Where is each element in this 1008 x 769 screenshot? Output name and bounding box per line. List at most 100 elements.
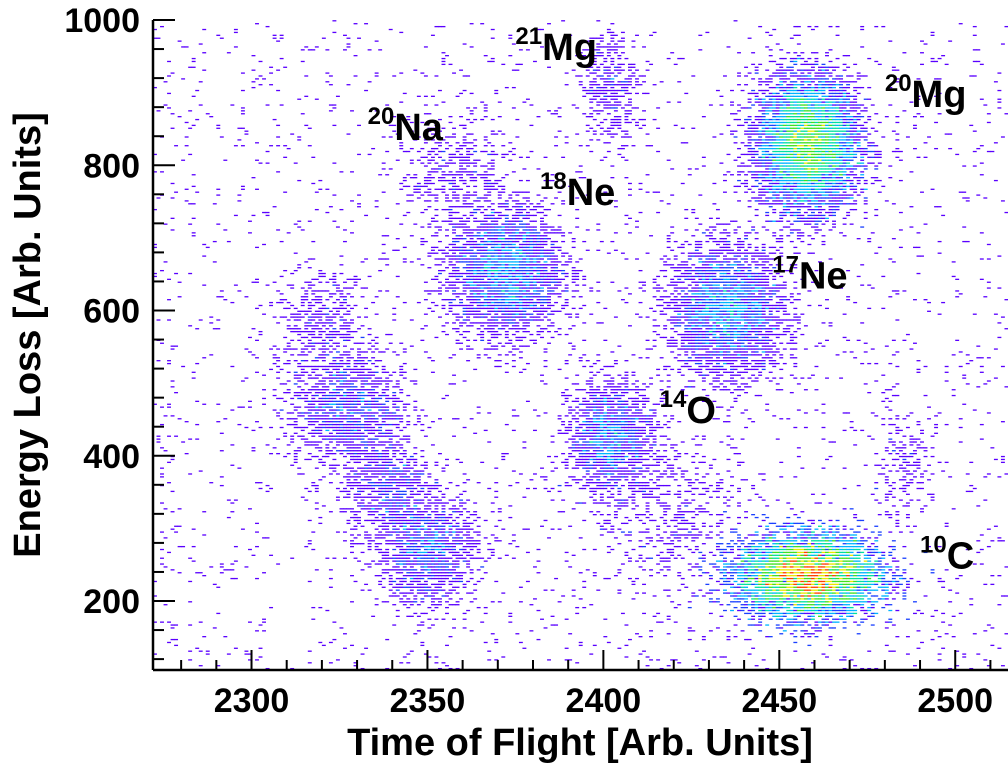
heatmap-cell: [899, 456, 903, 457]
heatmap-cell: [670, 531, 674, 532]
heatmap-cell: [378, 433, 382, 434]
heatmap-cell: [1004, 595, 1008, 596]
heatmap-cell: [382, 578, 386, 579]
heatmap-cell: [776, 601, 780, 602]
heatmap-cell: [920, 482, 924, 483]
heatmap-cell: [677, 572, 681, 573]
heatmap-cell: [624, 462, 628, 463]
heatmap-cell: [586, 427, 590, 428]
heatmap-cell: [614, 505, 618, 506]
heatmap-cell: [304, 488, 308, 489]
heatmap-cell: [540, 468, 544, 469]
heatmap-cell: [677, 453, 681, 454]
heatmap-cell: [410, 572, 414, 573]
heatmap-cell: [1004, 566, 1008, 567]
heatmap-cell: [938, 578, 942, 579]
heatmap-cell: [382, 441, 386, 442]
heatmap-cell: [853, 517, 857, 518]
heatmap-cell: [730, 549, 734, 550]
heatmap-cell: [427, 627, 431, 628]
heatmap-cell: [332, 465, 336, 466]
heatmap-cell: [354, 412, 358, 413]
heatmap-cell: [632, 418, 636, 419]
heatmap-cell: [368, 465, 372, 466]
heatmap-cell: [825, 595, 829, 596]
heatmap-cell: [649, 488, 653, 489]
heatmap-cell: [864, 560, 868, 561]
heatmap-cell: [420, 563, 424, 564]
heatmap-cell: [814, 595, 818, 596]
heatmap-cell: [343, 433, 347, 434]
heatmap-cell: [624, 427, 628, 428]
heatmap-cell: [508, 485, 512, 486]
heatmap-cell: [427, 502, 431, 503]
heatmap-cell: [741, 630, 745, 631]
heatmap-cell: [413, 473, 417, 474]
heatmap-cell: [392, 453, 396, 454]
heatmap-cell: [779, 462, 783, 463]
heatmap-cell: [420, 569, 424, 570]
heatmap-cell: [593, 491, 597, 492]
heatmap-cell: [315, 488, 319, 489]
heatmap-cell: [449, 499, 453, 500]
heatmap-cell: [850, 595, 854, 596]
heatmap-cell: [790, 540, 794, 541]
heatmap-cell: [375, 543, 379, 544]
heatmap-cell: [575, 436, 579, 437]
heatmap-cell: [660, 621, 664, 622]
heatmap-cell: [396, 468, 400, 469]
heatmap-cell: [797, 581, 801, 582]
heatmap-cell: [920, 508, 924, 509]
heatmap-cell: [698, 444, 702, 445]
heatmap-cell: [786, 610, 790, 611]
heatmap-cell: [617, 430, 621, 431]
heatmap-cell: [382, 558, 386, 559]
heatmap-cell: [470, 540, 474, 541]
heatmap-cell: [565, 485, 569, 486]
heatmap-cell: [410, 482, 414, 483]
heatmap-cell: [354, 497, 358, 498]
heatmap-cell: [582, 488, 586, 489]
heatmap-cell: [702, 558, 706, 559]
heatmap-cell: [413, 523, 417, 524]
heatmap-cell: [311, 549, 315, 550]
heatmap-cell: [487, 549, 491, 550]
heatmap-cell: [818, 552, 822, 553]
heatmap-cell: [399, 494, 403, 495]
heatmap-cell: [596, 407, 600, 408]
heatmap-cell: [361, 473, 365, 474]
heatmap-cell: [582, 409, 586, 410]
heatmap-cell: [610, 494, 614, 495]
heatmap-cell: [776, 555, 780, 556]
heatmap-cell: [385, 488, 389, 489]
heatmap-cell: [878, 514, 882, 515]
heatmap-cell: [354, 526, 358, 527]
heatmap-cell: [237, 468, 241, 469]
heatmap-cell: [456, 534, 460, 535]
heatmap-cell: [343, 508, 347, 509]
heatmap-cell: [445, 613, 449, 614]
heatmap-cell: [730, 497, 734, 498]
heatmap-cell: [639, 462, 643, 463]
heatmap-cell: [406, 543, 410, 544]
heatmap-cell: [913, 470, 917, 471]
heatmap-cell: [793, 543, 797, 544]
heatmap-cell: [691, 526, 695, 527]
heatmap-cell: [853, 613, 857, 614]
heatmap-cell: [744, 572, 748, 573]
heatmap-cell: [765, 552, 769, 553]
heatmap-cell: [804, 598, 808, 599]
heatmap-cell: [811, 555, 815, 556]
heatmap-cell: [793, 563, 797, 564]
heatmap-cell: [434, 587, 438, 588]
heatmap-cell: [730, 476, 734, 477]
heatmap-cell: [575, 407, 579, 408]
heatmap-cell: [593, 433, 597, 434]
heatmap-cell: [603, 447, 607, 448]
heatmap-cell: [403, 491, 407, 492]
heatmap-cell: [522, 648, 526, 649]
heatmap-cell: [832, 531, 836, 532]
heatmap-cell: [417, 578, 421, 579]
heatmap-cell: [463, 502, 467, 503]
heatmap-cell: [786, 418, 790, 419]
